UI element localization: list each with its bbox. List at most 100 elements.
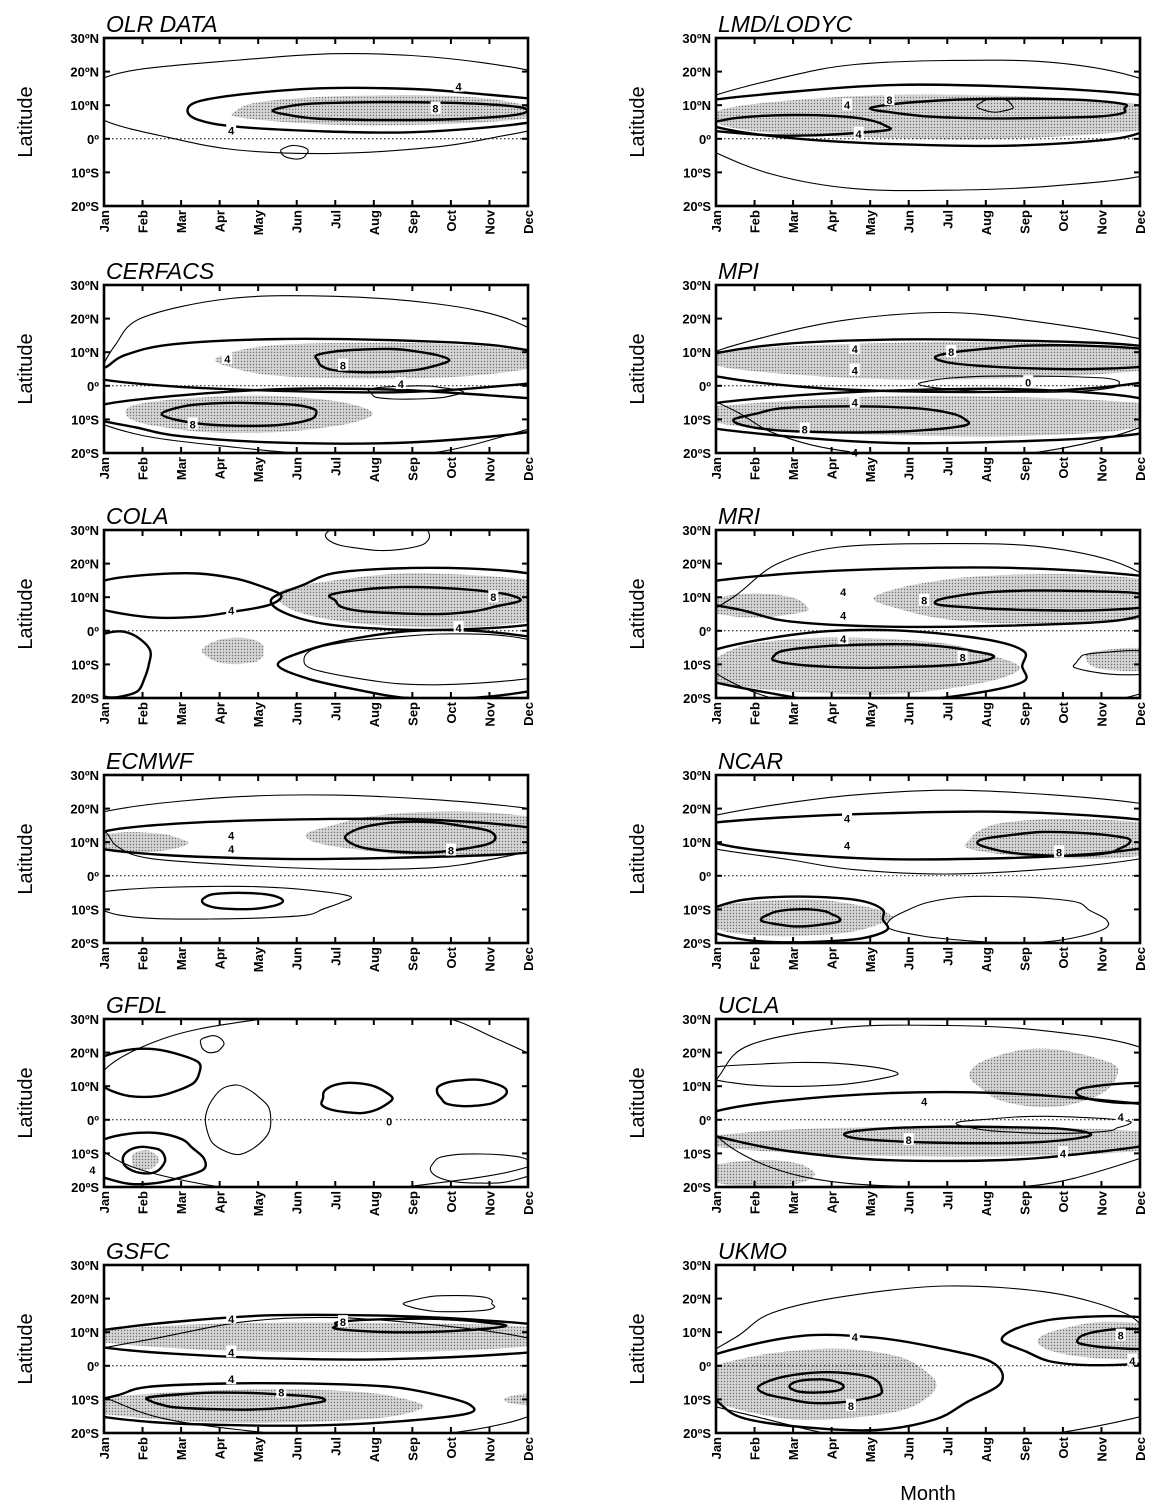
panel-2-y-tick-label: 0º: [87, 379, 99, 394]
panel-9-contour-label-bg: [1115, 1110, 1126, 1123]
panel-10-contour-thick: [332, 1317, 508, 1334]
panel-2-x-tick-label: Oct: [444, 456, 459, 478]
panel-3-contour-label-bg: [799, 422, 810, 435]
panel-3-x-tick-label: Apr: [825, 457, 840, 479]
panel-5-y-tick-label: 20ºS: [683, 691, 711, 706]
panel-11-contour-thick: [716, 1333, 1004, 1432]
panel-6-x-tick-label: Jan: [97, 947, 112, 969]
panel-2-shaded-region: [215, 342, 528, 379]
panel-0-frame: [102, 36, 530, 208]
panel-4-contour-label-bg: [488, 590, 499, 603]
panel-7-y-tick-label: 10ºS: [683, 902, 711, 917]
panel-11: UKMO Latitude 4 8 4 8 30ºN 20ºN 10ºN 0º 10ºS 20ºSJa…: [627, 1238, 1148, 1462]
panel-3-x-tick-label: May: [863, 456, 878, 482]
panel-9-x-tick-label: Nov: [1094, 1190, 1109, 1215]
panel-5-x-tick-label: Jan: [709, 702, 724, 724]
x-axis-title-right: Month: [900, 1483, 956, 1505]
panel-7-contour-thin: [716, 789, 1140, 875]
panel-4-contour-label: 8: [490, 592, 496, 604]
panel-10-contour-label-bg: [226, 1311, 237, 1324]
panel-10-x-tick-label: Jul: [328, 1437, 343, 1456]
panel-10-y-tick-label: 10ºN: [70, 1325, 99, 1340]
panel-6-y-tick-label: 10ºN: [70, 835, 99, 850]
panel-5-x-tick-label: Oct: [1056, 701, 1071, 723]
panel-8-x-tick-label: Sep: [405, 1191, 420, 1215]
panel-8-x-tick-label: Mar: [174, 1191, 189, 1214]
panel-8-y-axis-title: Latitude: [15, 1067, 37, 1138]
panel-3-y-tick-label: 10ºS: [683, 412, 711, 427]
panel-11-y-tick-label: 10ºN: [682, 1325, 711, 1340]
panel-10-shaded-region: [104, 1322, 528, 1353]
panel-5-y-tick-label: 0º: [699, 624, 711, 639]
panel-7-x-tick-label: Dec: [1133, 947, 1148, 971]
panel-0-x-tick-label: Sep: [405, 210, 420, 234]
panel-9-y-tick-label: 10ºS: [683, 1146, 711, 1161]
panel-7-x-tick-label: Aug: [979, 947, 994, 972]
panel-6-y-tick-label: 20ºS: [71, 936, 99, 951]
panel-6-x-tick-label: Apr: [213, 947, 228, 969]
panel-8-contour-label: 4: [89, 1165, 96, 1177]
panel-4-y-tick-label: 20ºS: [71, 691, 99, 706]
panel-10-contour-label-bg: [337, 1315, 348, 1328]
panel-7-contour-label-bg: [1054, 845, 1065, 858]
panel-8-contour-thick: [104, 1047, 202, 1099]
panel-7-contours: [716, 789, 1140, 943]
panel-9-x-tick-label: Sep: [1017, 1191, 1032, 1215]
panel-5-title: MRI: [718, 503, 761, 529]
panel-5-contour-label: 4: [840, 634, 847, 646]
panel-9-x-tick-label: Apr: [825, 1191, 840, 1213]
panel-7-contour-label: 4: [844, 841, 851, 853]
panel-4-contour-thin: [303, 633, 528, 686]
panel-4-x-tick-label: Sep: [405, 702, 420, 726]
panel-5-contour-label: 8: [921, 596, 927, 608]
panel-3-contour-label: 0: [1025, 377, 1031, 389]
panel-6-contour-thick: [200, 891, 285, 911]
panel-1-y-tick-label: 0º: [699, 132, 711, 147]
panel-0-y-tick-label: 20ºN: [70, 65, 99, 80]
panel-6-x-tick-label: May: [251, 946, 266, 972]
panel-9-frame: [714, 1017, 1142, 1189]
panel-9-contour-label: 4: [1060, 1148, 1067, 1160]
panel-1-contour-label: 4: [844, 100, 851, 112]
panel-8-x-tick-label: Jul: [328, 1191, 343, 1210]
panel-9-shaded-region: [716, 1159, 815, 1187]
panel-6-y-tick-label: 20ºN: [70, 802, 99, 817]
panel-4-y-tick-label: 30ºN: [70, 523, 99, 538]
panel-0-contour-label: 8: [432, 104, 438, 116]
panel-7-x-tick-label: Feb: [748, 947, 763, 970]
panel-5-contour-label: 8: [960, 653, 966, 665]
panel-7-y-tick-label: 10ºN: [682, 835, 711, 850]
panel-6-x-tick-label: Dec: [521, 947, 536, 971]
panel-2-y-tick-label: 30ºN: [70, 278, 99, 293]
panel-0-x-tick-label: Nov: [482, 209, 497, 234]
panel-4-x-tick-label: Nov: [482, 701, 497, 726]
panel-1-contour-thick: [716, 113, 892, 137]
panel-0-x-tick-label: Dec: [521, 210, 536, 234]
panel-5-contour-label-bg: [919, 593, 930, 606]
panel-7-y-tick-label: 30ºN: [682, 768, 711, 783]
panel-5-contour-thick: [716, 566, 1140, 629]
panel-10-frame: [102, 1263, 530, 1435]
panel-4-contour-thick: [269, 566, 528, 632]
panel-7-shaded-region: [716, 899, 893, 937]
panel-5-contour-label-bg: [838, 608, 849, 621]
panel-8-contour-thin: [199, 1035, 225, 1054]
panel-2-x-tick-label: Apr: [213, 457, 228, 479]
panel-11-title: UKMO: [718, 1238, 787, 1264]
panel-11-contour-label: 4: [852, 1332, 859, 1344]
panel-0-y-axis-title: Latitude: [15, 86, 37, 157]
panel-7-x-tick-label: Jan: [709, 947, 724, 969]
panel-3-contour-label-bg: [946, 345, 957, 358]
panel-9-contour-thick: [842, 1125, 1093, 1145]
panel-6-x-tick-label: Jul: [328, 947, 343, 966]
panel-3-y-tick-label: 20ºN: [682, 312, 711, 327]
panel-0-contour-thick: [186, 86, 528, 134]
panel-4-y-axis-title: Latitude: [15, 578, 37, 649]
panel-4-contour-thin: [324, 530, 431, 552]
panel-10-contour-label: 4: [228, 1347, 235, 1359]
panel-9-contour-label-bg: [903, 1132, 914, 1145]
panel-1-contour-thick: [868, 97, 1129, 120]
panel-7-y-tick-label: 20ºN: [682, 802, 711, 817]
panel-8-x-tick-label: Jan: [97, 1191, 112, 1213]
